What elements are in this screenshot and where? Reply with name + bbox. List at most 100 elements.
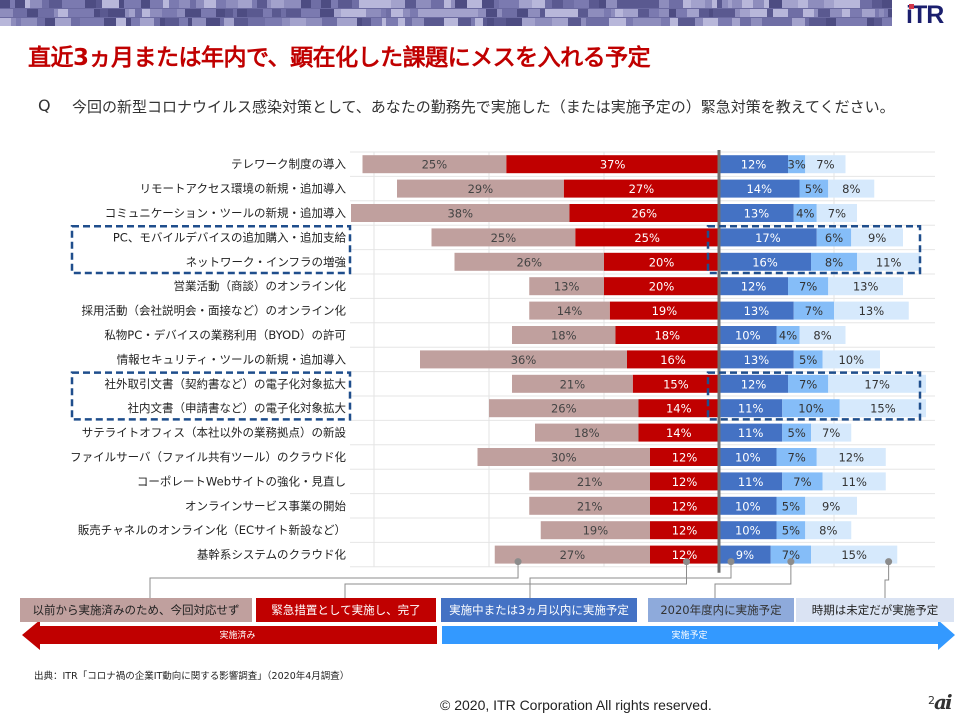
banner-tile: [286, 9, 301, 17]
bar-emergency-done: [650, 448, 719, 466]
category-label: ファイルサーバ（ファイル共有ツール）のクラウド化: [70, 450, 346, 464]
banner-tile: [862, 9, 875, 17]
banner-tile: [728, 0, 732, 8]
category-labels: テレワーク制度の導入リモートアクセス環境の新規・追加導入コミュニケーション・ツー…: [70, 157, 346, 561]
data-label-within-fy: 5%: [782, 499, 800, 513]
data-label-in-progress: 17%: [755, 231, 781, 245]
header-banner: [0, 0, 892, 26]
bar-in-progress: [719, 179, 800, 198]
data-label-within-fy: 6%: [825, 231, 843, 245]
banner-tile: [609, 18, 626, 26]
data-label-already-done: 14%: [557, 304, 583, 318]
connector-line: [344, 561, 687, 598]
banner-tile: [451, 0, 455, 8]
banner-tile: [486, 9, 497, 17]
banner-tile: [38, 9, 54, 17]
banner-tile: [321, 0, 331, 8]
banner-tile: [267, 0, 271, 8]
banner-tile: [722, 0, 728, 8]
bar-in-progress: [719, 423, 783, 442]
highlight-boxes: [70, 224, 922, 421]
banner-tile: [632, 0, 638, 8]
banner-tile: [532, 0, 545, 8]
data-label-undecided: 7%: [822, 426, 840, 440]
bar-emergency-done: [604, 252, 719, 271]
bar-undecided: [822, 350, 880, 369]
banner-tile: [81, 9, 94, 17]
bar-in-progress: [719, 350, 794, 369]
data-label-undecided: 8%: [819, 524, 837, 538]
banner-tile: [15, 0, 25, 8]
connector-line: [149, 561, 519, 598]
banner-tile: [683, 0, 691, 8]
banner-tile: [341, 9, 357, 17]
banner-tile: [306, 18, 322, 26]
data-label-undecided: 15%: [841, 548, 867, 562]
bar-undecided: [828, 374, 926, 393]
category-label: 営業活動（商談）のオンライン化: [174, 279, 347, 293]
banner-tile: [826, 18, 836, 26]
banner-tile: [375, 0, 391, 8]
bar-emergency-done: [650, 545, 719, 564]
banner-tile: [238, 0, 252, 8]
banner-tile: [0, 0, 10, 8]
banner-tile: [322, 18, 331, 26]
bar-in-progress: [719, 326, 777, 344]
banner-tile: [854, 18, 861, 26]
data-label-already-done: 26%: [516, 255, 542, 269]
page-number: 2: [928, 694, 935, 707]
banner-tile: [545, 0, 552, 8]
bar-within-fy: [793, 350, 823, 369]
banner-tile: [552, 0, 558, 8]
bar-emergency-done: [650, 496, 719, 515]
banner-tile: [882, 0, 892, 8]
banner-tile: [798, 0, 808, 8]
banner-tile: [444, 0, 451, 8]
banner-tile: [545, 9, 554, 17]
data-label-in-progress: 11%: [738, 402, 764, 416]
bar-within-fy: [793, 301, 834, 320]
highlight-box-labels: [70, 371, 352, 421]
banner-tile: [803, 9, 814, 17]
banner-tile: [424, 0, 431, 8]
banner-tile: [626, 18, 633, 26]
data-label-undecided: 7%: [816, 158, 834, 172]
bar-in-progress: [719, 204, 794, 222]
banner-tile: [96, 0, 102, 8]
banner-tile: [220, 18, 224, 26]
banner-tile: [805, 18, 809, 26]
data-label-within-fy: 7%: [793, 475, 811, 489]
bar-within-fy: [776, 326, 800, 344]
bar-already-done: [420, 350, 627, 369]
bar-undecided: [805, 496, 857, 515]
legend-within-fy: 2020年度内に実施予定: [648, 598, 794, 622]
banner-tile: [515, 0, 519, 8]
data-label-emergency-done: 12%: [672, 475, 698, 489]
banner-tile: [809, 18, 826, 26]
data-label-already-done: 26%: [551, 402, 577, 416]
banner-tile: [867, 18, 874, 26]
bar-already-done: [512, 374, 633, 393]
banner-tile: [257, 0, 267, 8]
banner-tile: [119, 0, 124, 8]
banner-tile: [472, 0, 482, 8]
category-label: 社内文書（申請書など）の電子化対象拡大: [128, 401, 347, 415]
data-label-emergency-done: 14%: [666, 402, 692, 416]
data-label-already-done: 30%: [551, 451, 577, 465]
banner-tile: [860, 0, 872, 8]
banner-tile: [165, 18, 179, 26]
banner-tile: [814, 9, 818, 17]
data-label-already-done: 21%: [577, 499, 603, 513]
source-note: 出典：ITR「コロナ禍の企業IT動向に関する影響調査」（2020年4月調査）: [34, 671, 350, 682]
banner-tile: [290, 18, 306, 26]
bar-already-done: [397, 179, 564, 198]
banner-tile: [108, 9, 125, 17]
banner-tile: [528, 9, 540, 17]
banner-tile: [522, 18, 535, 26]
banner-tile: [649, 9, 659, 17]
banner-tile: [535, 18, 552, 26]
bar-emergency-done: [575, 228, 719, 247]
banner-tile: [331, 18, 337, 26]
question-mark: Q: [38, 96, 51, 115]
banner-tile: [456, 9, 461, 17]
